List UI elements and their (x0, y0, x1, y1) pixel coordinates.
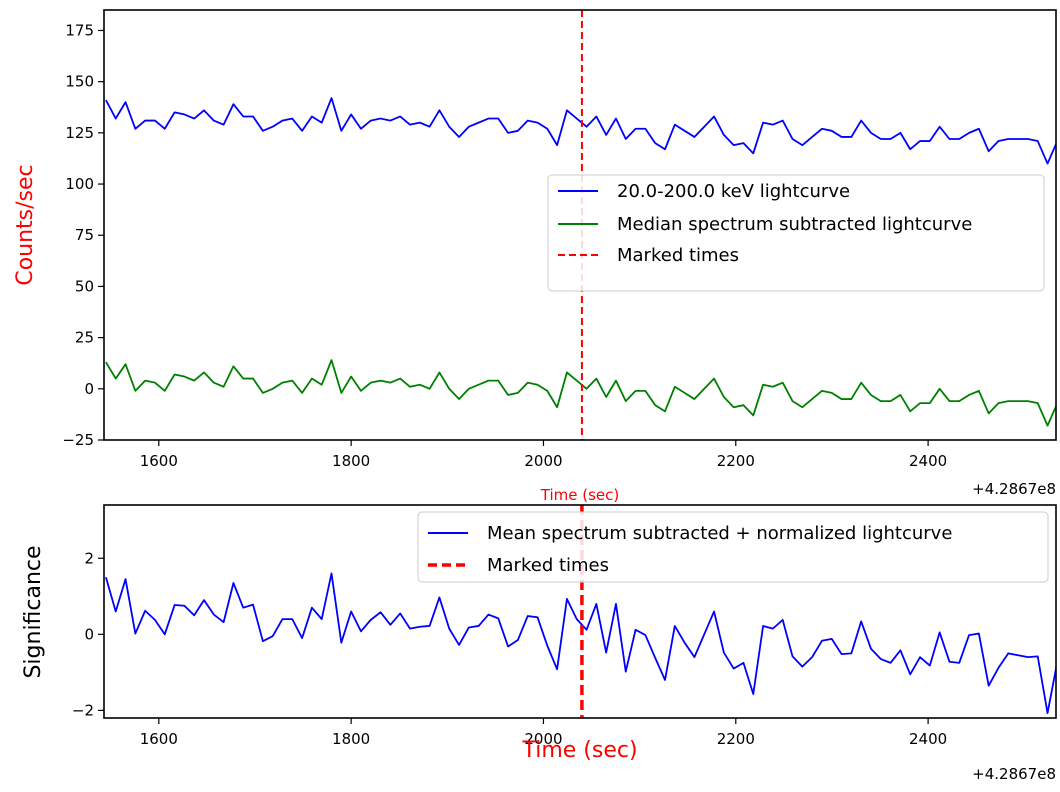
top-x-tick-label: 1800 (332, 452, 370, 470)
top-y-tick-label: 175 (65, 21, 94, 39)
top-y-axis-label: Counts/sec (13, 164, 38, 285)
bottom-y-ticks: −2 0 2 (72, 549, 104, 719)
top-y-tick-label: 50 (75, 277, 94, 295)
top-y-tick-label: −25 (62, 431, 94, 449)
top-panel: 1600 1800 2000 2200 2400 −25 0 25 50 75 100 125 150… (13, 9, 1057, 504)
top-y-tick-label: 0 (84, 380, 94, 398)
bottom-y-tick-label: 2 (84, 549, 94, 567)
top-x-ticks: 1600 1800 2000 2200 2400 (140, 440, 947, 470)
top-legend-box (547, 174, 1045, 292)
top-y-tick-label: 100 (65, 175, 94, 193)
top-legend-label-lightcurve: 20.0-200.0 keV lightcurve (617, 181, 850, 202)
top-x-tick-label: 2400 (909, 452, 947, 470)
bottom-x-tick-label: 2000 (524, 730, 562, 748)
top-y-tick-label: 75 (75, 226, 94, 244)
bottom-x-tick-label: 1800 (332, 730, 370, 748)
bottom-x-ticks: 1600 1800 2000 2200 2400 (140, 718, 947, 748)
bottom-legend-box (417, 511, 1049, 583)
bottom-series-layer (105, 572, 1056, 714)
bottom-x-axis-label: Time (sec) (521, 738, 637, 763)
top-legend-label-median: Median spectrum subtracted lightcurve (617, 214, 972, 235)
bottom-series-line-0 (105, 572, 1056, 714)
top-legend-label-marked: Marked times (617, 245, 739, 266)
top-x-tick-label: 2200 (717, 452, 755, 470)
top-y-ticks: −25 0 25 50 75 100 125 150 175 (62, 21, 104, 449)
bottom-x-tick-label: 1600 (140, 730, 178, 748)
top-x-tick-label: 2000 (524, 452, 562, 470)
bottom-y-tick-label: 0 (84, 625, 94, 643)
bottom-legend: Mean spectrum subtracted + normalized li… (417, 511, 1049, 583)
bottom-y-axis-label: Significance (21, 545, 46, 678)
bottom-legend-label-marked: Marked times (487, 555, 609, 576)
bottom-panel: 1600 1800 2000 2200 2400 −2 0 2 Significance T… (21, 504, 1057, 783)
top-x-tick-label: 1600 (140, 452, 178, 470)
top-y-tick-label: 125 (65, 124, 94, 142)
top-x-axis-label: Time (sec) (540, 486, 619, 504)
bottom-offset-label: +4.2867e8 (972, 765, 1056, 783)
bottom-x-tick-label: 2400 (909, 730, 947, 748)
bottom-y-tick-label: −2 (72, 701, 94, 719)
top-offset-label: +4.2867e8 (972, 480, 1056, 498)
top-y-tick-label: 25 (75, 329, 94, 347)
top-legend: 20.0-200.0 keV lightcurve Median spectru… (547, 174, 1045, 292)
top-series-line-1 (105, 359, 1056, 427)
bottom-x-tick-label: 2200 (717, 730, 755, 748)
top-y-tick-label: 150 (65, 73, 94, 91)
top-axes-frame (103, 9, 1057, 441)
bottom-legend-label-normalized: Mean spectrum subtracted + normalized li… (487, 523, 952, 544)
bottom-axes-frame (103, 504, 1057, 719)
